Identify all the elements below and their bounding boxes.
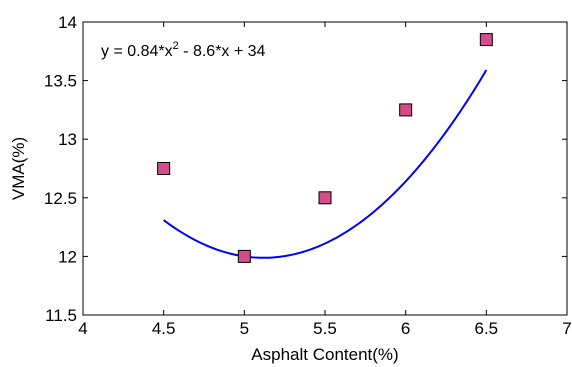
y-tick-label: 13.5 [44, 72, 77, 91]
x-tick-label: 7 [562, 319, 571, 338]
y-tick-label: 14 [58, 13, 77, 32]
fit-curve-group [163, 69, 488, 259]
equation-prefix: y = 0.84*x [101, 43, 173, 60]
y-tick-label: 12 [58, 247, 77, 266]
x-tick-label: 4 [78, 319, 87, 338]
data-point [157, 162, 171, 175]
x-axis: 4 4.5 5 5.5 6 6.5 7 [78, 22, 572, 338]
x-axis-label: Asphalt Content(%) [251, 345, 398, 364]
y-axis: 11.5 12 12.5 13 13.5 14 [44, 13, 567, 325]
data-point [399, 103, 413, 117]
x-tick-label: 6.5 [475, 319, 499, 338]
y-tick-label: 11.5 [45, 306, 77, 325]
data-point [318, 191, 332, 205]
x-tick-label: 5.5 [313, 319, 337, 338]
data-point [479, 33, 493, 47]
x-tick-label: 6 [401, 319, 410, 338]
equation-suffix: - 8.6*x + 34 [179, 43, 266, 60]
equation-superscript: 2 [173, 40, 179, 52]
fit-curve [163, 69, 488, 259]
plot-frame [82, 21, 568, 316]
data-points [157, 33, 493, 263]
data-point [237, 249, 251, 263]
x-tick-label: 5 [240, 319, 249, 338]
plot-area [82, 21, 568, 316]
y-axis-label: VMA(%) [9, 137, 28, 200]
y-tick-label: 13 [58, 130, 77, 149]
x-tick-label: 4.5 [152, 319, 176, 338]
y-tick-label: 12.5 [44, 189, 77, 208]
equation-annotation: y = 0.84*x2 - 8.6*x + 34 [101, 40, 266, 60]
